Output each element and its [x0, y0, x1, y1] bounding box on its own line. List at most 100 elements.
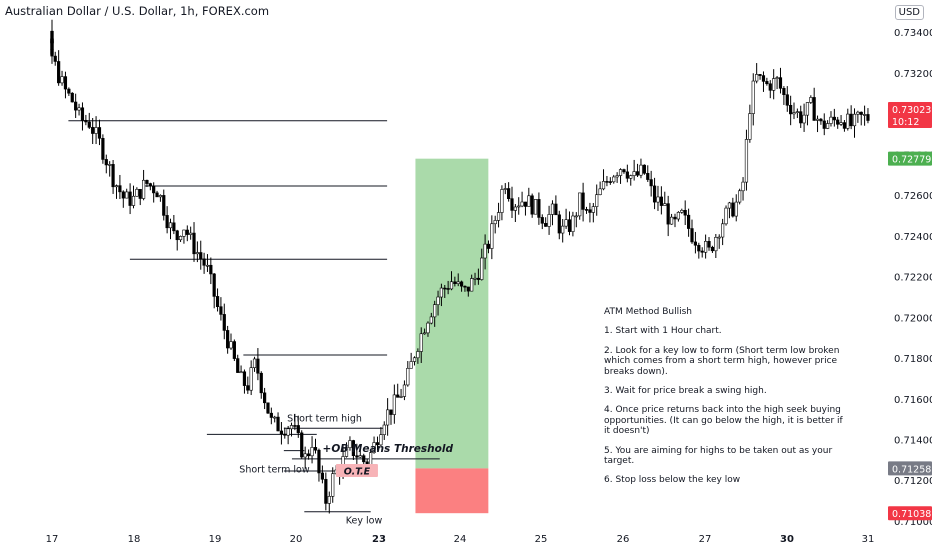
candle-body	[165, 215, 169, 229]
notes-title: ATM Method Bullish	[604, 307, 692, 317]
swing-label: Key low	[346, 515, 383, 526]
candle-body	[222, 314, 226, 331]
candle-body	[659, 196, 663, 206]
candle-body	[666, 203, 670, 225]
candle-body	[557, 214, 561, 234]
candle-body	[423, 332, 427, 335]
note-step: 5. You are aiming for highs to be taken …	[604, 445, 833, 467]
y-tick-label: 0.73400	[894, 28, 932, 39]
chart-title: Australian Dollar / U.S. Dollar, 1h, FOR…	[5, 4, 270, 18]
y-tick-label: 0.72200	[894, 273, 932, 284]
candle-body	[426, 322, 430, 334]
candle-body	[567, 219, 572, 232]
candle-body	[379, 434, 383, 446]
candle-body	[812, 97, 816, 121]
candle-body	[588, 209, 592, 213]
swing-label: Short term low	[239, 464, 310, 475]
candle-body	[799, 111, 803, 124]
candle-body	[429, 316, 433, 324]
candle-body	[846, 113, 850, 129]
candle-body	[97, 127, 102, 139]
candle-body	[135, 188, 139, 197]
x-tick-label: 26	[617, 534, 630, 545]
candle-body	[751, 80, 755, 114]
candle-body	[212, 273, 216, 297]
candle-body	[50, 39, 54, 57]
candle-body	[486, 243, 491, 249]
candle-body	[375, 442, 380, 446]
candle-body	[564, 219, 568, 227]
candle-body	[195, 252, 199, 255]
candle-body	[296, 425, 300, 434]
candle-body	[785, 94, 789, 106]
candle-body	[199, 252, 203, 260]
candle-body	[396, 394, 400, 398]
candle-body	[550, 203, 555, 215]
drawn-levels	[68, 120, 440, 513]
candle-body	[795, 111, 799, 113]
candle-body	[87, 121, 91, 128]
candle-body	[656, 196, 660, 203]
candle-body	[755, 74, 759, 82]
candle-body	[714, 237, 718, 252]
x-tick-label: 18	[128, 534, 141, 545]
x-tick-label: 17	[46, 534, 59, 545]
time-axis[interactable]: 17 18 19 20 23 24 25 26 27 30 31	[46, 534, 875, 545]
position-zones	[415, 158, 489, 514]
ote-label: O.T.E	[344, 467, 371, 478]
candle-body	[649, 179, 653, 187]
candle-body	[683, 209, 687, 216]
candle-body	[226, 330, 230, 349]
candle-body	[320, 472, 324, 480]
candle-body	[392, 394, 396, 415]
candle-body	[578, 192, 582, 217]
candle-body	[63, 76, 68, 90]
candle-body	[114, 185, 119, 188]
candle-body	[507, 188, 511, 199]
note-step: 6. Stop loss below the key low	[604, 475, 741, 486]
candle-body	[266, 402, 270, 414]
candle-body	[852, 113, 857, 127]
candle-body	[493, 220, 497, 225]
candle-body	[601, 181, 606, 190]
strategy-notes: ATM Method Bullish 1. Start with 1 Hour …	[604, 307, 844, 495]
candle-body	[453, 281, 457, 284]
candle-body	[331, 473, 335, 497]
candle-body	[84, 119, 88, 123]
candle-body	[700, 250, 704, 253]
candle-body	[629, 175, 633, 179]
candle-body	[172, 222, 176, 232]
candle-body	[344, 447, 349, 457]
candle-body	[409, 361, 413, 369]
candle-body	[466, 286, 470, 292]
candle-body	[53, 55, 57, 62]
candle-body	[348, 440, 352, 449]
currency-button[interactable]: USD	[894, 5, 924, 20]
candle-body	[859, 111, 863, 115]
candle-body	[862, 114, 867, 116]
candle-body	[822, 120, 826, 129]
candle-body	[717, 236, 721, 239]
candle-body	[480, 257, 484, 280]
candle-body	[836, 119, 840, 125]
candle-body	[727, 202, 732, 209]
candle-body	[111, 164, 115, 188]
candle-body	[615, 175, 619, 178]
candle-body	[145, 179, 149, 184]
candle-body	[310, 447, 314, 457]
candle-body	[399, 396, 403, 398]
candle-body	[537, 199, 541, 218]
candle-body	[554, 203, 558, 216]
candle-body	[547, 214, 551, 227]
candle-body	[185, 229, 189, 235]
chart-annotations: Short term high Short term low Key low +OB …	[239, 414, 453, 527]
candle-body	[67, 88, 71, 94]
candle-body	[809, 97, 813, 103]
price-axis[interactable]: 0.734000.732000.730000.728000.726000.724…	[888, 28, 932, 528]
price-label-countdown: 10:12	[892, 117, 919, 128]
candle-body	[496, 212, 501, 221]
candle-body	[523, 201, 528, 207]
candle-body	[782, 88, 786, 96]
candle-body	[470, 278, 474, 292]
